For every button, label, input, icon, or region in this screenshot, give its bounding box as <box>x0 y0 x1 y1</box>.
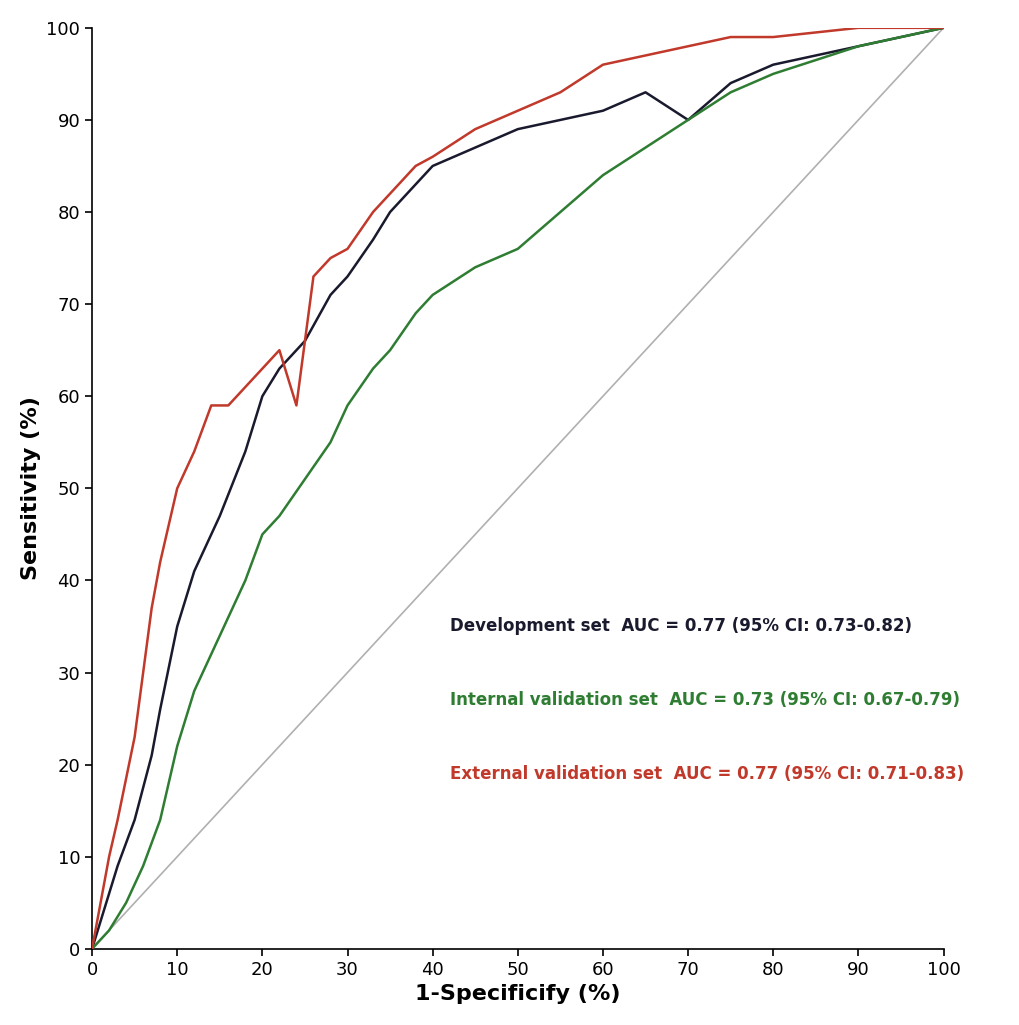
X-axis label: 1-Specificify (%): 1-Specificify (%) <box>415 984 620 1004</box>
Y-axis label: Sensitivity (%): Sensitivity (%) <box>20 397 41 580</box>
Text: External validation set  AUC = 0.77 (95% CI: 0.71-0.83): External validation set AUC = 0.77 (95% … <box>449 765 963 783</box>
Text: Internal validation set  AUC = 0.73 (95% CI: 0.67-0.79): Internal validation set AUC = 0.73 (95% … <box>449 691 959 709</box>
Text: Development set  AUC = 0.77 (95% CI: 0.73-0.82): Development set AUC = 0.77 (95% CI: 0.73… <box>449 617 911 636</box>
